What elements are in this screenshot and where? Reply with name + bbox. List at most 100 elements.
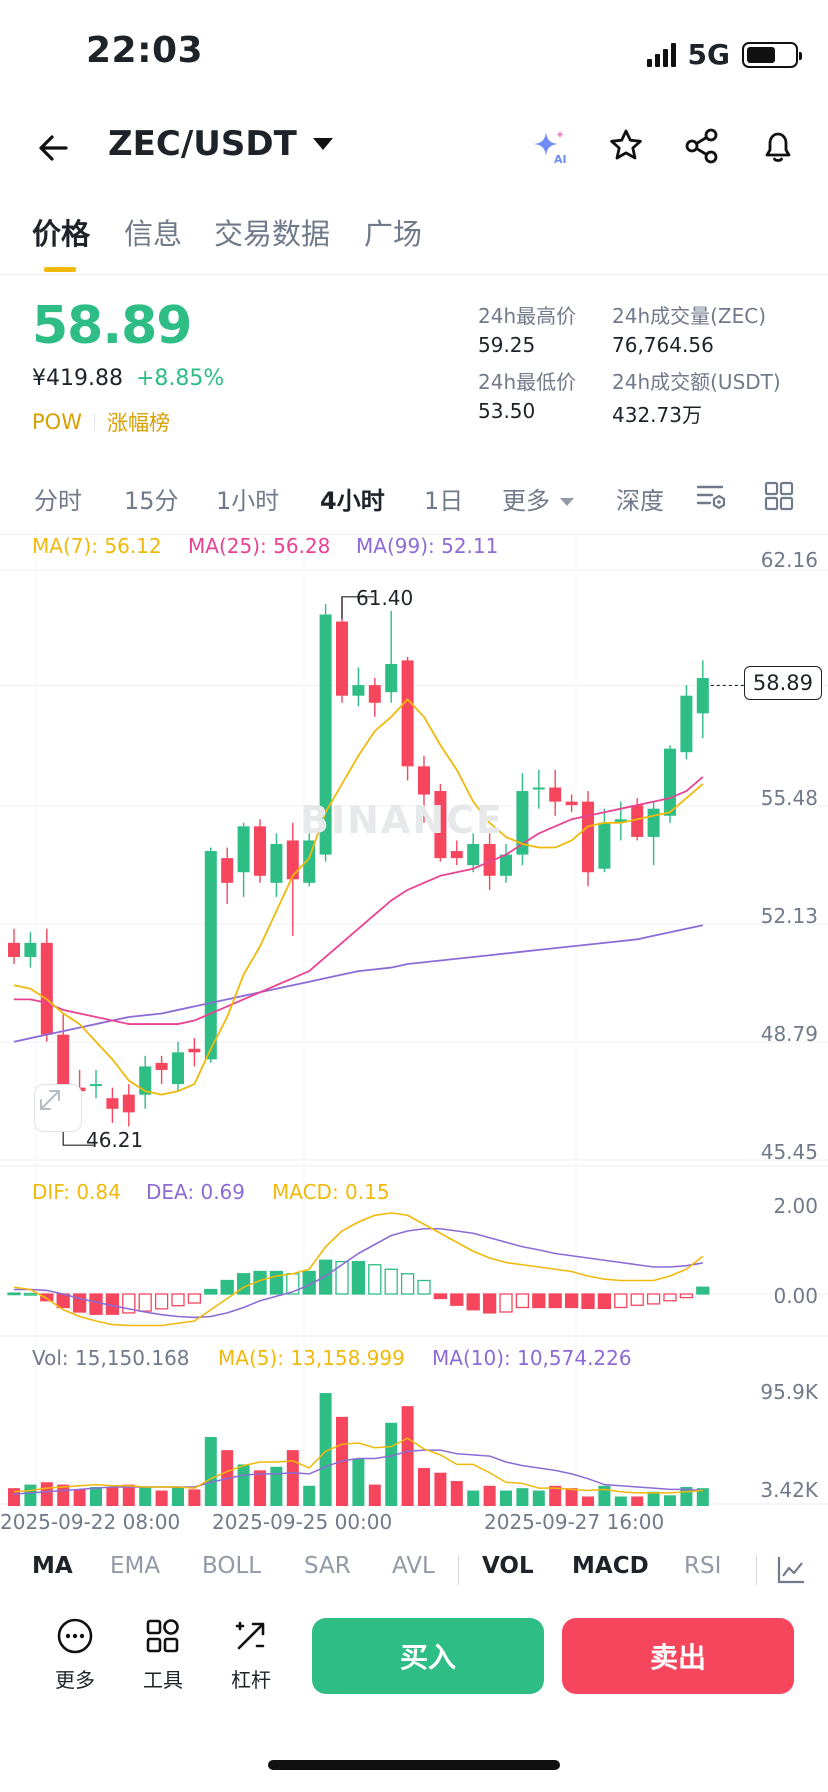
kline-chart[interactable]: BINANCE MA(7): 56.12 MA(25): 56.28 MA(99…	[0, 528, 828, 1514]
tools-button[interactable]: 工具	[128, 1616, 198, 1693]
chart-settings-icon[interactable]	[694, 479, 728, 513]
volume-bar	[434, 1472, 447, 1506]
candle-body	[647, 808, 660, 837]
high-marker-line	[341, 596, 374, 619]
macd-bar	[318, 1259, 333, 1295]
star-icon[interactable]	[606, 126, 646, 166]
volume-bar	[532, 1490, 545, 1506]
macd-bar	[630, 1293, 644, 1306]
indicator-vol[interactable]: VOL	[482, 1553, 534, 1579]
top-nav: ZEC/USDT AI	[0, 110, 828, 190]
volume-bar	[155, 1490, 168, 1506]
indicator-ma[interactable]: MA	[32, 1553, 73, 1579]
volume-bar	[188, 1489, 201, 1506]
kline-svg[interactable]	[0, 528, 828, 1514]
share-icon[interactable]	[682, 126, 722, 166]
candle-body	[57, 1034, 70, 1092]
volume-bar	[631, 1496, 644, 1506]
volume-bar	[614, 1496, 627, 1506]
interval-15m[interactable]: 15分	[124, 487, 179, 515]
volume-bar	[90, 1486, 102, 1506]
indicator-settings-icon[interactable]	[774, 1553, 808, 1587]
tag-gainers[interactable]: 涨幅榜	[106, 411, 170, 435]
candle-body	[8, 942, 20, 957]
candle-body	[155, 1062, 168, 1070]
macd-bar	[466, 1293, 480, 1311]
leverage-button[interactable]: 杠杆	[216, 1616, 286, 1693]
interval-bar: 分时 15分 1小时 4小时 1日 更多 深度	[0, 475, 828, 535]
tab-price[interactable]: 价格	[32, 217, 91, 251]
candle-body	[254, 826, 266, 876]
volume-bar	[516, 1488, 529, 1506]
candle-body	[696, 678, 709, 714]
chevron-down-icon	[312, 138, 333, 150]
macd-bar	[220, 1279, 234, 1295]
home-indicator[interactable]	[268, 1760, 560, 1770]
indicator-rsi[interactable]: RSI	[684, 1553, 722, 1579]
volume-bar	[286, 1450, 299, 1506]
candle-body	[450, 851, 463, 859]
ai-sparkle-icon[interactable]: AI	[530, 126, 570, 166]
interval-more[interactable]: 更多	[502, 481, 574, 516]
candle-body	[614, 819, 627, 823]
macd-bar	[368, 1264, 382, 1295]
tab-info[interactable]: 信息	[124, 217, 183, 251]
vol-ma5-legend: MA(5): 13,158.999	[218, 1346, 405, 1370]
macd-bar	[7, 1292, 21, 1296]
tab-trade-data[interactable]: 交易数据	[214, 217, 331, 251]
indicator-ema[interactable]: EMA	[110, 1553, 161, 1579]
current-price-tag[interactable]: 58.89	[743, 666, 822, 700]
macd-axis-label: 0.00	[773, 1284, 818, 1308]
candle-body	[90, 1084, 102, 1087]
page-tabs: 价格 信息 交易数据 广场	[0, 205, 828, 275]
tab-square[interactable]: 广场	[364, 217, 423, 251]
volume-bar	[368, 1484, 381, 1506]
back-arrow-icon[interactable]	[34, 128, 74, 168]
candle-body	[516, 791, 529, 855]
macd-bar	[532, 1293, 546, 1309]
candle-body	[418, 766, 430, 795]
candle-body	[221, 858, 234, 883]
expand-icon[interactable]	[34, 1084, 82, 1132]
interval-4h[interactable]: 4小时	[320, 487, 385, 515]
tag-pow[interactable]: POW	[32, 410, 82, 434]
macd-bar	[171, 1293, 185, 1307]
indicator-sar[interactable]: SAR	[304, 1553, 351, 1579]
candle-body	[139, 1066, 152, 1095]
volume-bar	[122, 1484, 135, 1506]
candle-body	[664, 748, 676, 816]
status-bar: 22:03 5G	[0, 0, 828, 110]
pair-selector[interactable]: ZEC/USDT	[108, 124, 333, 164]
volume-bar	[647, 1491, 660, 1506]
dea-legend: DEA: 0.69	[146, 1180, 245, 1204]
macd-bar	[89, 1293, 103, 1315]
volume-bar	[73, 1489, 86, 1506]
interval-timeline[interactable]: 分时	[34, 487, 82, 515]
last-price: 58.89	[32, 296, 192, 356]
low-marker-label: 46.21	[86, 1128, 144, 1152]
layout-grid-icon[interactable]	[762, 479, 796, 513]
interval-1d[interactable]: 1日	[424, 487, 464, 515]
volume-bar	[24, 1484, 37, 1506]
more-button[interactable]: 更多	[40, 1616, 110, 1693]
macd-bar	[302, 1270, 316, 1295]
binance-watermark: BINANCE	[300, 798, 504, 842]
time-axis-label: 2025-09-27 16:00	[484, 1510, 665, 1534]
buy-button[interactable]: 买入	[312, 1618, 544, 1694]
network-type: 5G	[687, 38, 730, 71]
candle-body	[368, 685, 381, 703]
indicator-avl[interactable]: AVL	[392, 1553, 435, 1579]
bell-icon[interactable]	[758, 126, 798, 166]
status-time: 22:03	[86, 30, 204, 71]
volume-bar	[467, 1490, 480, 1506]
indicator-macd[interactable]: MACD	[572, 1553, 649, 1579]
volume-bar	[270, 1466, 283, 1506]
sell-button[interactable]: 卖出	[562, 1618, 794, 1694]
depth-tab[interactable]: 深度	[616, 487, 664, 515]
price-axis-label: 45.45	[760, 1140, 818, 1164]
vol-axis-label: 95.9K	[760, 1380, 818, 1404]
candle-body	[40, 942, 53, 1035]
cny-price-line: ¥419.88 +8.85%	[32, 366, 224, 391]
interval-1h[interactable]: 1小时	[216, 487, 280, 515]
indicator-boll[interactable]: BOLL	[202, 1553, 262, 1579]
